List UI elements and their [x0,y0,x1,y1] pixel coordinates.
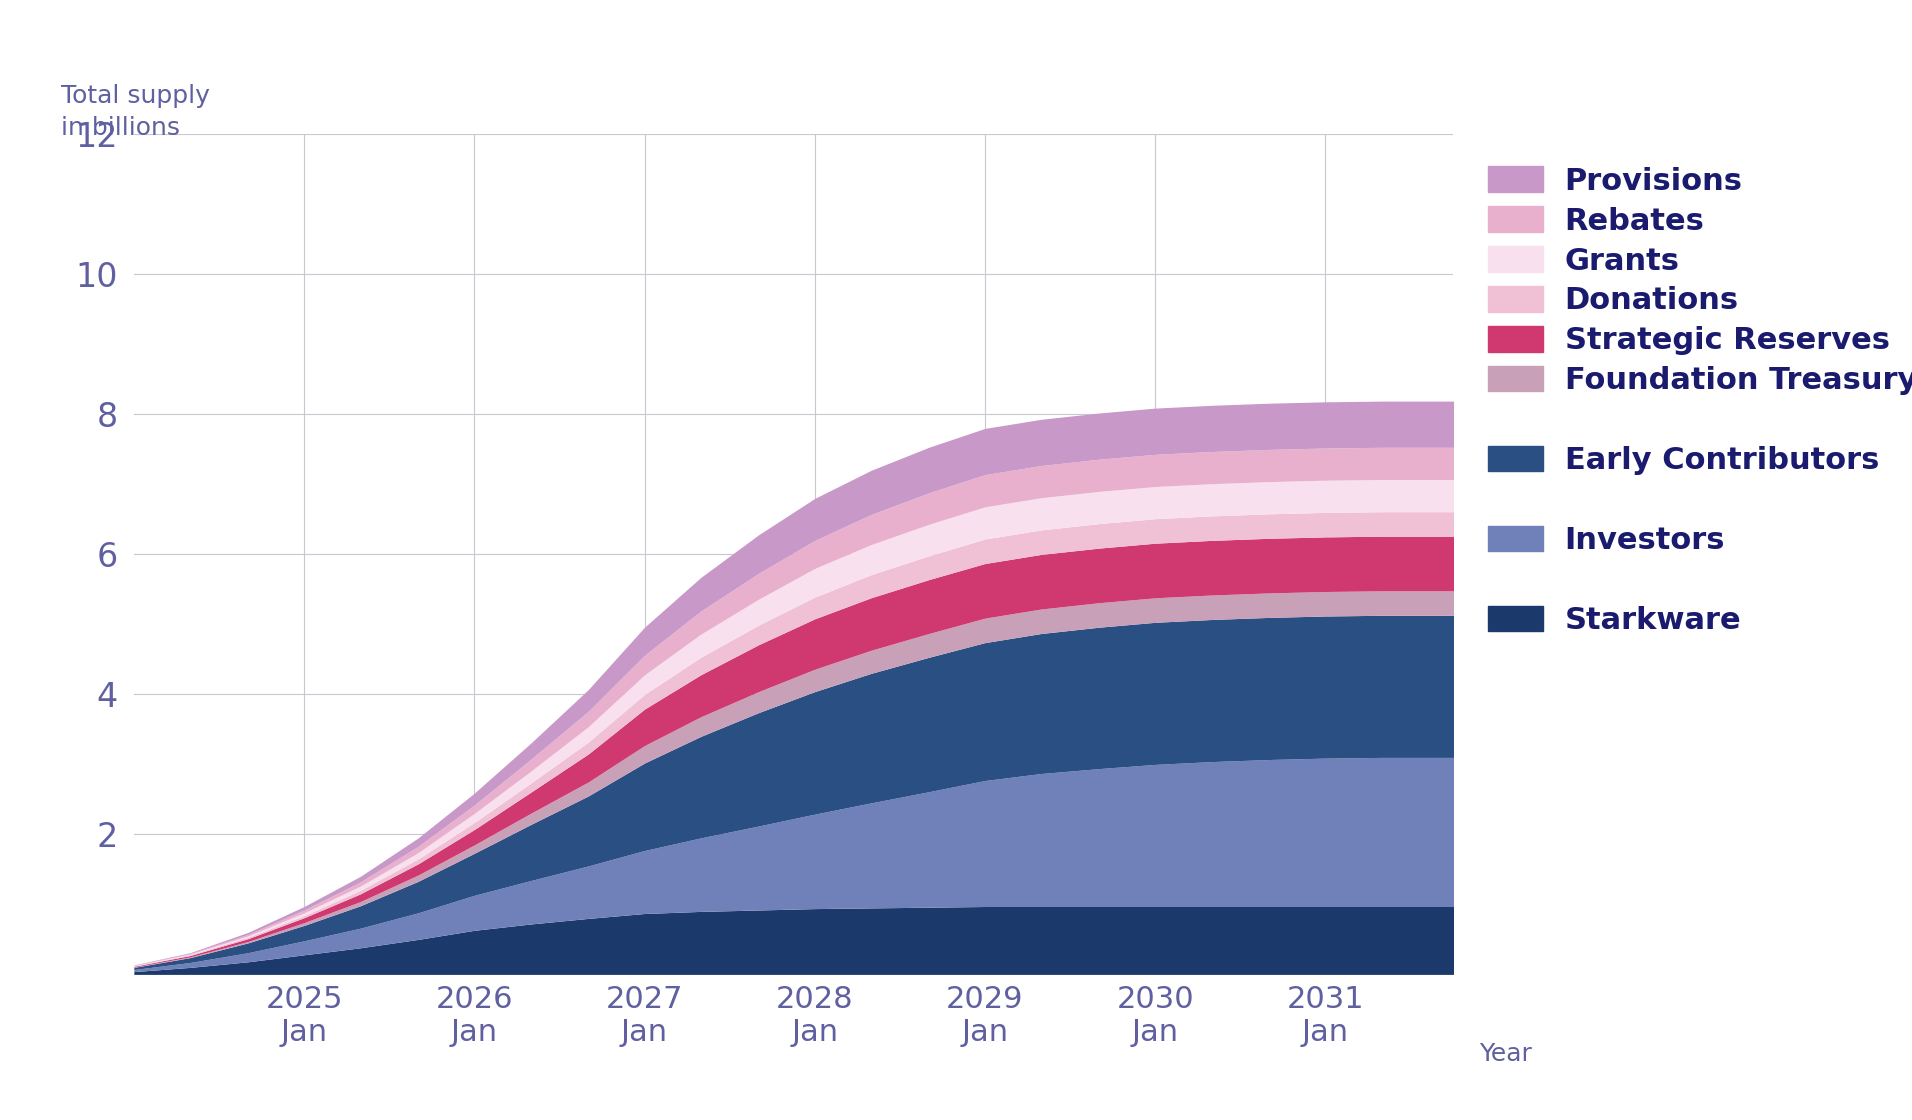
Text: Year: Year [1480,1042,1532,1065]
Legend: Provisions, Rebates, Grants, Donations, Strategic Reserves, Foundation Treasury,: Provisions, Rebates, Grants, Donations, … [1488,167,1912,635]
Text: Total supply
in billions: Total supply in billions [61,84,210,140]
